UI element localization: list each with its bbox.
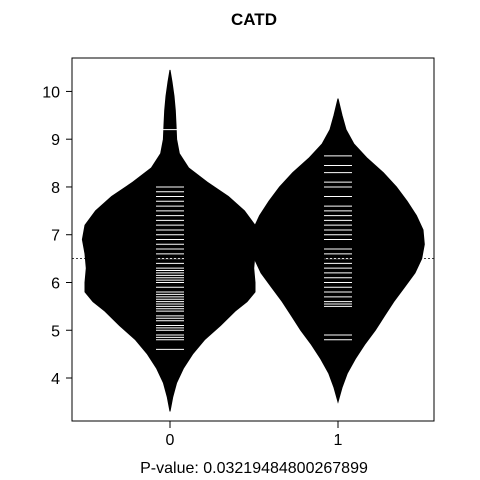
- y-axis: 4 5 6 7 8 9 10: [42, 84, 73, 388]
- bean-0: [81, 69, 259, 412]
- y-tick-label: 4: [51, 371, 60, 388]
- x-axis-label: P-value: 0.03219484800267899: [140, 460, 368, 477]
- bean-1: [251, 98, 425, 404]
- y-tick-label: 7: [51, 228, 60, 245]
- chart-title: CATD: [231, 10, 277, 29]
- x-axis-label-prefix: P-value:: [140, 460, 203, 477]
- y-tick-label: 6: [51, 275, 60, 292]
- x-tick-label: 0: [166, 432, 175, 449]
- p-value: 0.03219484800267899: [203, 460, 368, 477]
- y-tick-label: 10: [42, 84, 60, 101]
- y-tick-label: 8: [51, 180, 60, 197]
- beans-layer: [81, 69, 425, 412]
- x-tick-label: 1: [334, 432, 343, 449]
- plot-frame: [71, 57, 435, 422]
- y-tick-label: 9: [51, 132, 60, 149]
- y-tick-label: 5: [51, 323, 60, 340]
